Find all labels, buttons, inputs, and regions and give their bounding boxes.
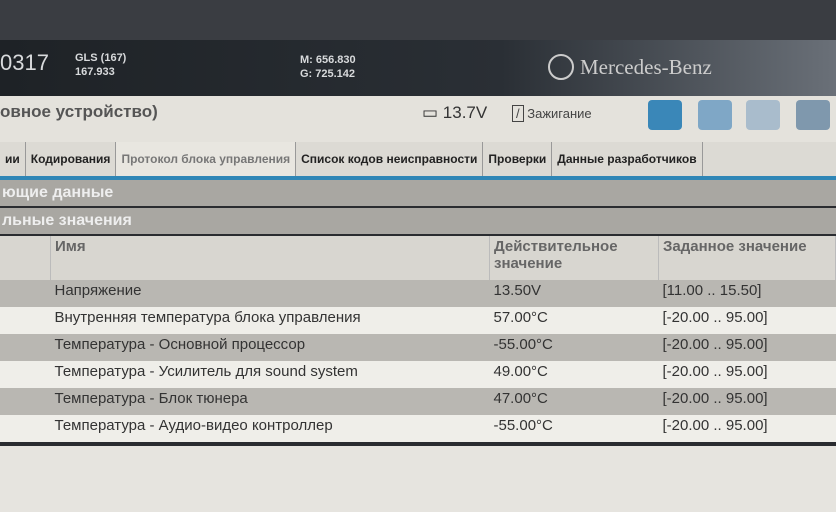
ignition-check-icon: /: [512, 105, 524, 122]
section-header[interactable]: льные значения: [0, 208, 836, 234]
vehicle-id: 0317: [0, 50, 49, 75]
ignition-indicator: / Зажигание: [512, 105, 592, 122]
table-row[interactable]: Температура - Блок тюнера 47.00°C [-20.00 …: [0, 388, 836, 415]
col-target[interactable]: Заданное значение: [658, 236, 836, 280]
app-header: 0317 GLS (167) 167.933 M: 656.830 G: 725…: [0, 40, 836, 96]
values-table: Имя Действительное значение Заданное значе…: [0, 236, 836, 442]
table-row[interactable]: Напряжение 13.50V [11.00 .. 15.50]: [0, 280, 836, 307]
tab-developer-data[interactable]: Данные разработчиков: [552, 142, 703, 176]
table-row[interactable]: Температура - Аудио-видео контроллер -55.…: [0, 415, 836, 442]
chat-icon[interactable]: [648, 100, 682, 130]
battery-voltage: ▭ 13.7V: [422, 103, 488, 122]
table-row[interactable]: Температура - Усилитель для sound system…: [0, 361, 836, 388]
title-bar: овное устройство) ▭ 13.7V / Зажигание: [0, 96, 836, 142]
m-number: M: 656.830: [300, 54, 356, 66]
report-icon[interactable]: [746, 100, 780, 130]
empty-area: [0, 446, 836, 512]
laptop-bezel: [0, 0, 836, 40]
tab-control-unit-log[interactable]: Протокол блока управления: [116, 142, 297, 176]
g-number: G: 725.142: [300, 68, 356, 80]
tab-fault-codes[interactable]: Список кодов неисправности: [296, 142, 484, 176]
tab-bar: ии Кодирования Протокол блока управления…: [0, 142, 836, 180]
tab-partial[interactable]: ии: [0, 142, 26, 176]
brand-logo: Mercedes-Benz: [548, 54, 712, 80]
control-unit-title: овное устройство): [0, 102, 158, 121]
tab-checks[interactable]: Проверки: [483, 142, 553, 176]
table-row[interactable]: Температура - Основной процессор -55.00°C…: [0, 334, 836, 361]
col-name[interactable]: Имя: [50, 236, 490, 280]
tab-coding[interactable]: Кодирования: [26, 142, 117, 176]
mercedes-star-icon: [548, 54, 574, 80]
col-actual[interactable]: Действительное значение: [489, 236, 659, 280]
model-code: 167.933: [75, 66, 115, 78]
document-icon[interactable]: [698, 100, 732, 130]
model: GLS (167): [75, 52, 127, 64]
section-header[interactable]: ющие данные: [0, 180, 836, 206]
table-row[interactable]: Внутренняя температура блока управления 5…: [0, 307, 836, 334]
book-icon[interactable]: [796, 100, 830, 130]
